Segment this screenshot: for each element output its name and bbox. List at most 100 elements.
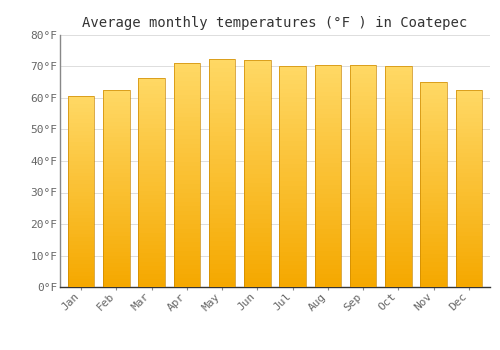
Bar [420,168,447,172]
Bar [244,251,270,255]
Bar [138,77,165,287]
Bar [456,90,482,94]
Bar [314,274,341,278]
Bar [280,93,306,97]
Bar [103,177,130,181]
Bar [209,100,236,104]
Bar [350,154,376,158]
Bar [350,216,376,220]
Bar [209,104,236,109]
Bar [244,273,270,278]
Bar [244,282,270,287]
Bar [385,89,411,93]
Bar [280,208,306,212]
Bar [420,123,447,127]
Bar [244,155,270,160]
Bar [174,104,200,108]
Bar [420,82,447,287]
Bar [420,82,447,86]
Bar [244,69,270,74]
Bar [209,63,236,68]
Bar [456,267,482,271]
Bar [280,270,306,274]
Bar [68,237,94,241]
Bar [420,164,447,168]
Bar [456,283,482,287]
Bar [280,260,306,265]
Bar [350,87,376,92]
Bar [420,90,447,94]
Bar [385,282,411,287]
Bar [103,106,130,110]
Bar [68,104,94,108]
Bar [68,196,94,199]
Bar [68,96,94,287]
Bar [138,166,165,170]
Bar [209,264,236,269]
Bar [244,187,270,192]
Bar [385,133,411,137]
Bar [280,238,306,243]
Bar [174,260,200,265]
Bar [350,65,376,287]
Bar [138,191,165,195]
Bar [350,140,376,145]
Bar [350,163,376,167]
Bar [385,260,411,265]
Bar [209,86,236,91]
Bar [174,211,200,216]
Bar [244,264,270,269]
Bar [244,106,270,110]
Bar [103,110,130,114]
Bar [209,246,236,251]
Bar [280,111,306,115]
Bar [456,141,482,145]
Bar [314,109,341,114]
Bar [280,106,306,111]
Bar [314,158,341,163]
Bar [456,126,482,130]
Bar [209,82,236,86]
Bar [209,164,236,168]
Bar [280,230,306,234]
Bar [138,132,165,136]
Bar [244,133,270,137]
Bar [420,283,447,287]
Bar [244,178,270,183]
Bar [456,130,482,133]
Bar [420,262,447,267]
Bar [280,150,306,155]
Bar [420,258,447,262]
Bar [420,225,447,230]
Bar [456,275,482,279]
Bar [350,69,376,74]
Bar [68,131,94,134]
Bar [244,146,270,151]
Bar [456,94,482,98]
Bar [138,98,165,103]
Bar [209,136,236,141]
Bar [350,158,376,163]
Bar [174,256,200,260]
Bar [209,260,236,264]
Bar [174,113,200,117]
Bar [314,149,341,154]
Bar [420,242,447,246]
Bar [314,189,341,194]
Bar [244,78,270,83]
Bar [68,260,94,264]
Bar [280,216,306,221]
Bar [209,228,236,232]
Bar [385,137,411,141]
Bar [420,275,447,279]
Bar [138,258,165,262]
Bar [350,172,376,176]
Bar [385,212,411,216]
Bar [103,259,130,263]
Bar [209,122,236,127]
Bar [385,141,411,146]
Bar [103,189,130,192]
Bar [103,244,130,247]
Bar [244,142,270,146]
Bar [314,265,341,269]
